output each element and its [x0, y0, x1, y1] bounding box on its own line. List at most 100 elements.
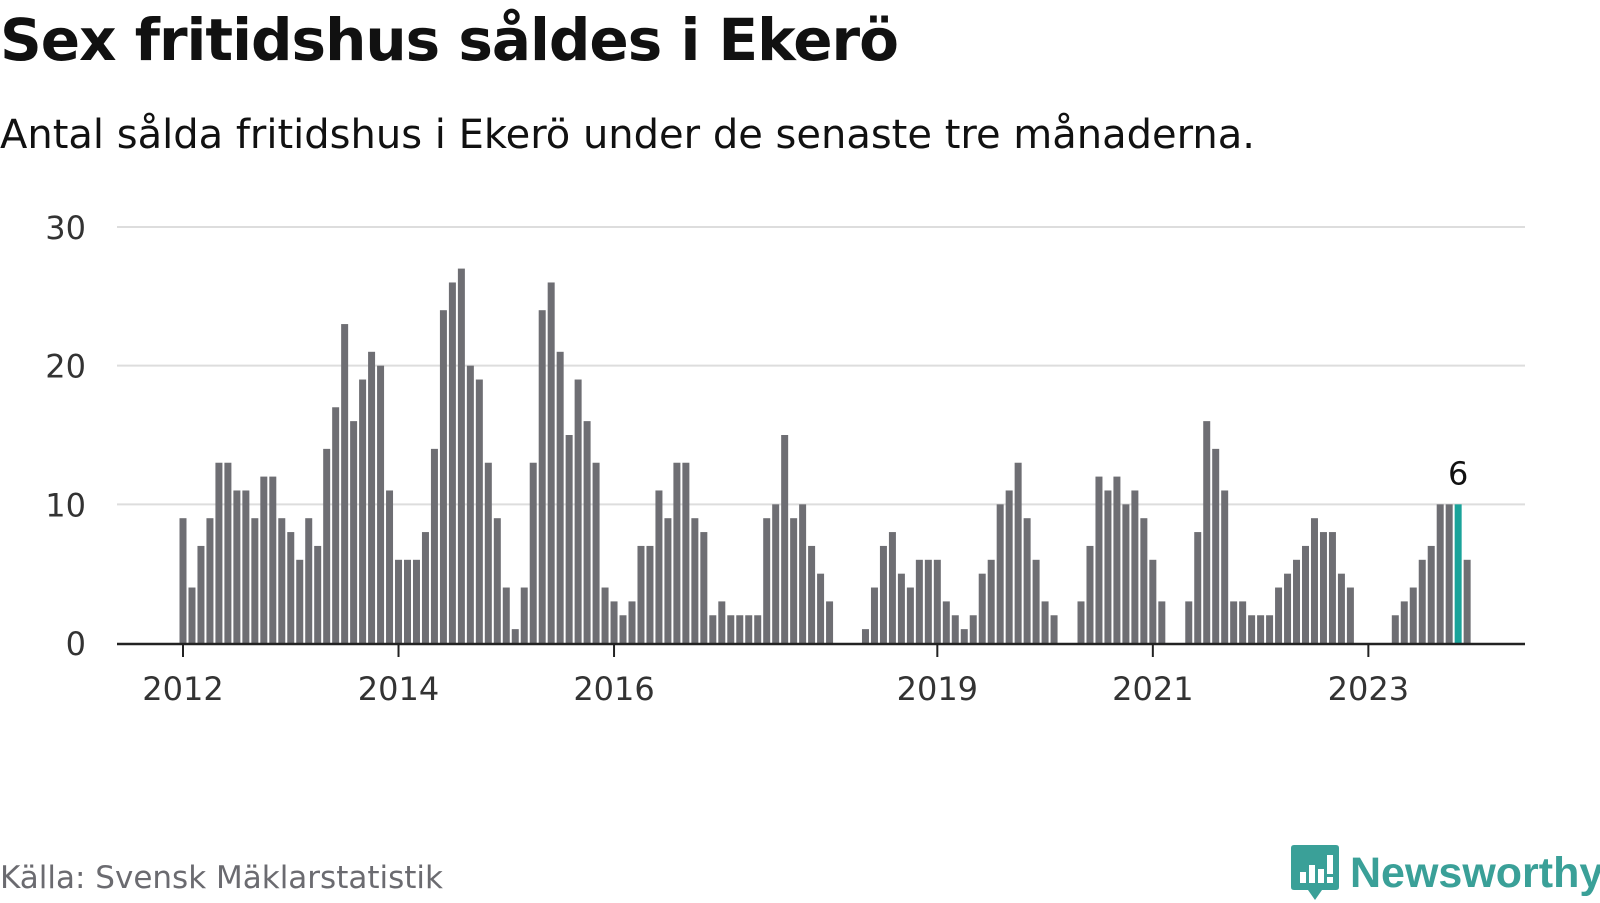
bar [915, 559, 923, 643]
chart-title: Sex fritidshus såldes i Ekerö [0, 6, 899, 74]
bar [1284, 573, 1292, 643]
bar [421, 532, 429, 643]
bar [1319, 532, 1327, 643]
newsworthy-logo[interactable]: Newsworthy [1290, 843, 1600, 903]
bar [179, 518, 187, 643]
bar [1418, 559, 1426, 643]
bar [745, 615, 753, 643]
bar [260, 476, 268, 643]
bar [583, 421, 591, 643]
bar [224, 462, 232, 643]
bar [242, 490, 250, 643]
bar [1005, 490, 1013, 643]
bar [1149, 559, 1157, 643]
bar [1346, 587, 1354, 643]
bar [888, 532, 896, 643]
bar [296, 559, 304, 643]
bar [1230, 601, 1238, 643]
x-tick-label: 2012 [142, 670, 223, 708]
bar [592, 462, 600, 643]
bar [538, 310, 546, 643]
bar [1337, 573, 1345, 643]
bar [1302, 545, 1309, 643]
bar [1328, 532, 1336, 643]
bar [547, 282, 555, 643]
bar [1427, 545, 1435, 643]
bar [951, 615, 959, 643]
bar [368, 351, 376, 643]
bar [1023, 518, 1031, 643]
bar [754, 615, 762, 643]
bars [179, 268, 1471, 643]
x-axis-tick-labels: 2012 2014 2016 2019 2021 2023 [142, 644, 1409, 708]
bar [206, 518, 214, 643]
bar [826, 601, 834, 643]
x-tick-label: 2021 [1112, 670, 1193, 708]
bar [700, 532, 708, 643]
bar [1310, 518, 1318, 643]
bar [1095, 476, 1103, 643]
bar-highlight [1454, 504, 1462, 643]
bar [1257, 615, 1265, 643]
y-tick-label: 20 [45, 348, 86, 386]
bar [763, 518, 771, 643]
bar [1239, 601, 1247, 643]
bar [1185, 601, 1193, 643]
bar [1032, 559, 1040, 643]
bar [987, 559, 995, 643]
newsworthy-logo-icon [1291, 845, 1339, 900]
annotations: 6 [1445, 451, 1471, 495]
bar [1086, 545, 1094, 643]
bar [493, 518, 501, 643]
highlight-value-label: 6 [1448, 454, 1468, 492]
bar [924, 559, 932, 643]
bar [1014, 462, 1022, 643]
bar [1212, 448, 1220, 643]
bar [1113, 476, 1121, 643]
bar [655, 490, 663, 643]
bar [502, 587, 510, 643]
bar [1050, 615, 1058, 643]
bar [377, 365, 385, 643]
bar [637, 545, 645, 643]
bar [1409, 587, 1417, 643]
bar [404, 559, 411, 643]
bar [664, 518, 672, 643]
bar [188, 587, 196, 643]
bar [610, 601, 618, 643]
bar [942, 601, 950, 643]
bar [1158, 601, 1166, 643]
source-note: Källa: Svensk Mäklarstatistik [0, 860, 443, 896]
bar [646, 545, 654, 643]
bar [1391, 615, 1399, 643]
bar [359, 379, 367, 643]
bar [691, 518, 699, 643]
bar [879, 545, 887, 643]
bar [475, 379, 483, 643]
bar [1221, 490, 1229, 643]
bar [1203, 421, 1211, 643]
bar [529, 462, 537, 643]
bar [511, 629, 519, 643]
bar [897, 573, 905, 643]
bar [395, 559, 403, 643]
bar [278, 518, 286, 643]
bar [1463, 559, 1471, 643]
bar [906, 587, 914, 643]
bar [1077, 601, 1085, 643]
bar [1266, 615, 1274, 643]
bar [996, 504, 1004, 643]
bar [341, 324, 349, 643]
bar [790, 518, 798, 643]
y-tick-label: 30 [45, 209, 86, 247]
x-tick-label: 2016 [573, 670, 654, 708]
bar [332, 407, 340, 643]
bar [933, 559, 941, 643]
bar [978, 573, 986, 643]
bar [305, 518, 313, 643]
bar [861, 629, 869, 643]
bar [1436, 504, 1444, 643]
bar [314, 545, 322, 643]
bar [457, 268, 465, 643]
